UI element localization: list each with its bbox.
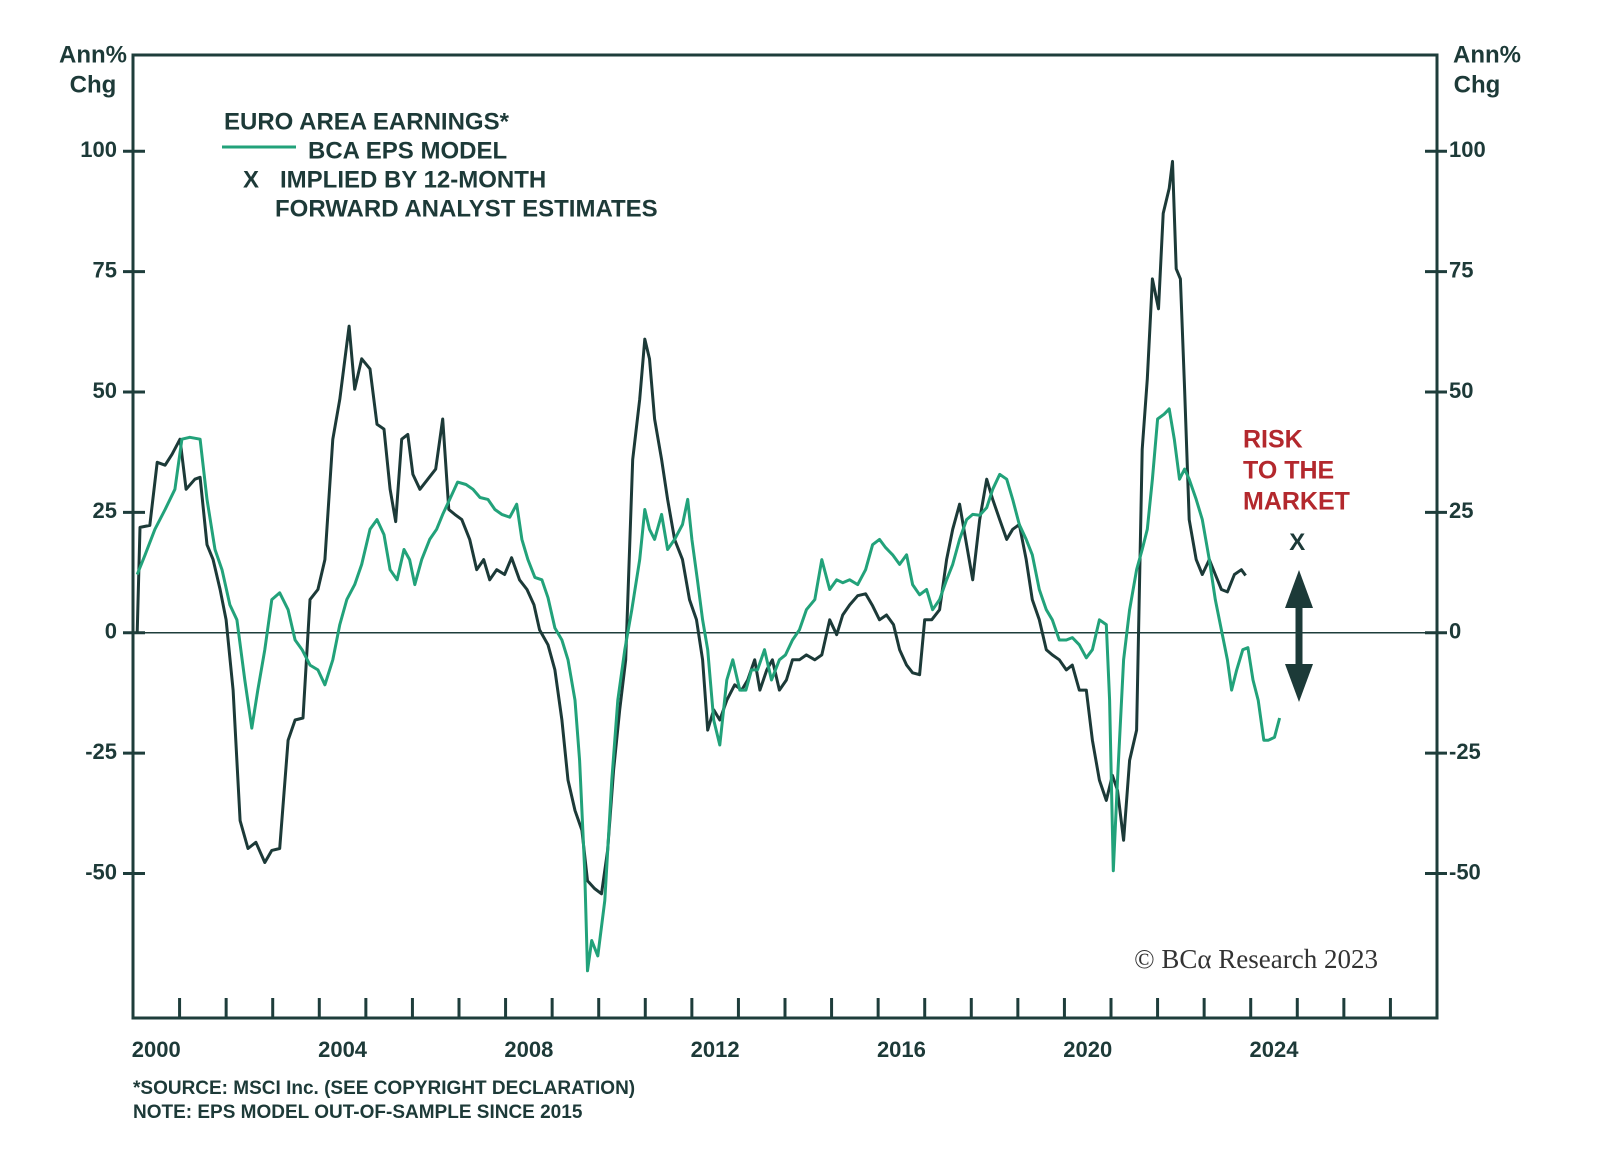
y2-axis-label: Chg — [1454, 71, 1501, 98]
legend-label: FORWARD ANALYST ESTIMATES — [275, 195, 658, 222]
footnote: *SOURCE: MSCI Inc. (SEE COPYRIGHT DECLAR… — [133, 1078, 635, 1099]
y2-tick-label: 25 — [1449, 498, 1473, 523]
y2-tick-label: 75 — [1449, 257, 1473, 282]
x-tick-label: 2020 — [1063, 1037, 1112, 1062]
y-tick-label: 0 — [105, 619, 117, 644]
y-tick-label: 50 — [93, 378, 117, 403]
legend-title: EURO AREA EARNINGS* — [224, 108, 510, 135]
y-axis-label: Chg — [70, 71, 117, 98]
y-tick-label: -50 — [85, 859, 117, 884]
series-line — [135, 159, 1247, 896]
y2-axis-label: Ann% — [1453, 41, 1521, 68]
y-tick-label: 75 — [93, 257, 117, 282]
y2-tick-label: -25 — [1449, 739, 1481, 764]
y-tick-label: -25 — [85, 739, 117, 764]
x-tick-label: 2000 — [132, 1037, 181, 1062]
legend-label: BCA EPS MODEL — [308, 137, 507, 164]
y2-tick-label: -50 — [1449, 859, 1481, 884]
legend-marker: X — [243, 166, 259, 193]
x-tick-label: 2004 — [318, 1037, 368, 1062]
legend-label: IMPLIED BY 12-MONTH — [280, 166, 546, 193]
x-marker: X — [1289, 529, 1305, 556]
annotation: RISK — [1243, 426, 1303, 454]
x-tick-label: 2012 — [691, 1037, 740, 1062]
annotation: TO THE — [1243, 457, 1334, 485]
series-line — [135, 407, 1282, 973]
y-tick-label: 25 — [93, 498, 117, 523]
x-tick-label: 2024 — [1250, 1037, 1300, 1062]
annotation: MARKET — [1243, 488, 1350, 516]
copyright: © BCα Research 2023 — [1134, 944, 1378, 974]
risk-arrow — [1285, 570, 1313, 702]
x-tick-label: 2008 — [504, 1037, 553, 1062]
x-tick-label: 2016 — [877, 1037, 926, 1062]
y2-tick-label: 100 — [1449, 137, 1486, 162]
y2-tick-label: 0 — [1449, 619, 1461, 644]
y-tick-label: 100 — [80, 137, 117, 162]
footnote: NOTE: EPS MODEL OUT-OF-SAMPLE SINCE 2015 — [133, 1102, 583, 1123]
y2-tick-label: 50 — [1449, 378, 1473, 403]
y-axis-label: Ann% — [59, 41, 127, 68]
